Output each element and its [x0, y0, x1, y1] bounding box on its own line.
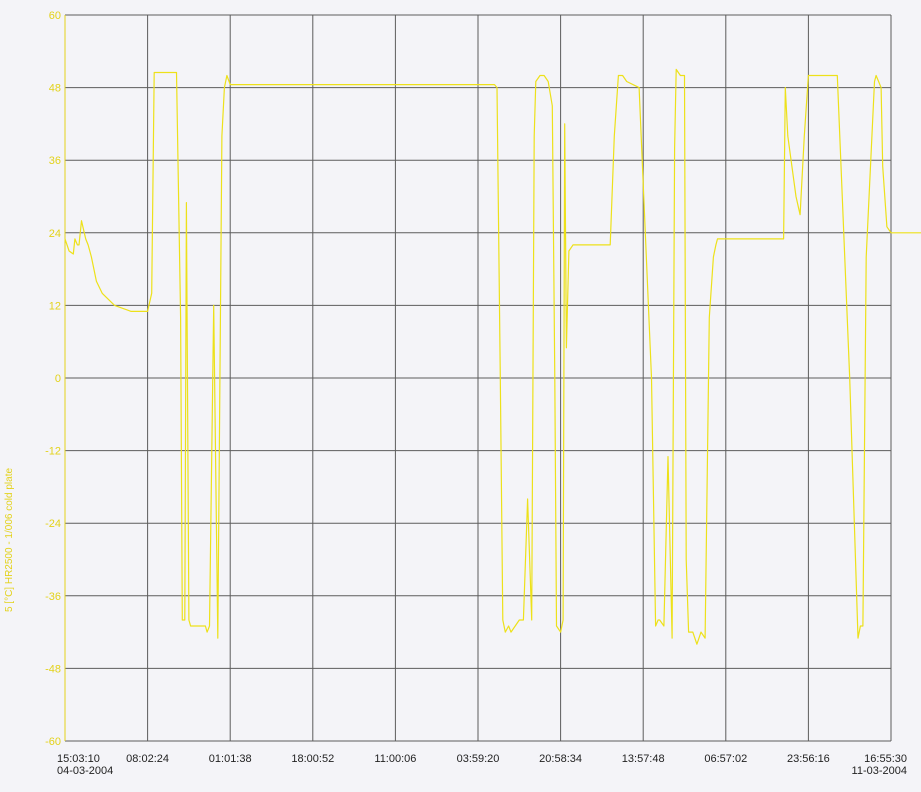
x-tick-label: 20:58:34: [539, 753, 582, 765]
x-tick-date-label: 11-03-2004: [852, 765, 907, 777]
x-tick-label: 01:01:38: [209, 753, 252, 765]
y-tick-label: 0: [55, 373, 61, 385]
y-tick-label: -12: [45, 446, 61, 458]
series-layer: [64, 68, 921, 645]
x-tick-label: 15:03:10: [57, 753, 100, 765]
grid: [64, 14, 892, 742]
x-tick-label: 06:57:02: [704, 753, 747, 765]
y-tick-label: 12: [49, 300, 61, 312]
y-tick-label: 60: [49, 10, 61, 22]
x-tick-label: 08:02:24: [126, 753, 169, 765]
y-tick-label: 48: [49, 83, 61, 95]
y-tick-label: -36: [45, 591, 61, 603]
x-tick-label: 03:59:20: [457, 753, 500, 765]
y-tick-label: 24: [49, 228, 61, 240]
x-tick-label: 18:00:52: [291, 753, 334, 765]
x-tick-date-label: 04-03-2004: [57, 765, 113, 777]
x-tick-label: 13:57:48: [622, 753, 665, 765]
y-tick-label: -48: [45, 663, 61, 675]
y-axis-label: 5 [°C] HR2500 - 1/006 cold plate: [4, 468, 15, 613]
x-tick-label: 23:56:16: [787, 753, 830, 765]
y-tick-label: 36: [49, 155, 61, 167]
temperature-series-line: [64, 68, 921, 645]
y-tick-labels: 60 48 36 24 12 0 -12 -24 -36 -48 -60: [45, 10, 61, 748]
y-tick-label: -60: [45, 736, 61, 748]
y-tick-label: -24: [45, 518, 61, 530]
x-tick-label: 11:00:06: [374, 753, 416, 765]
x-tick-label: 16:55:30: [864, 753, 907, 765]
